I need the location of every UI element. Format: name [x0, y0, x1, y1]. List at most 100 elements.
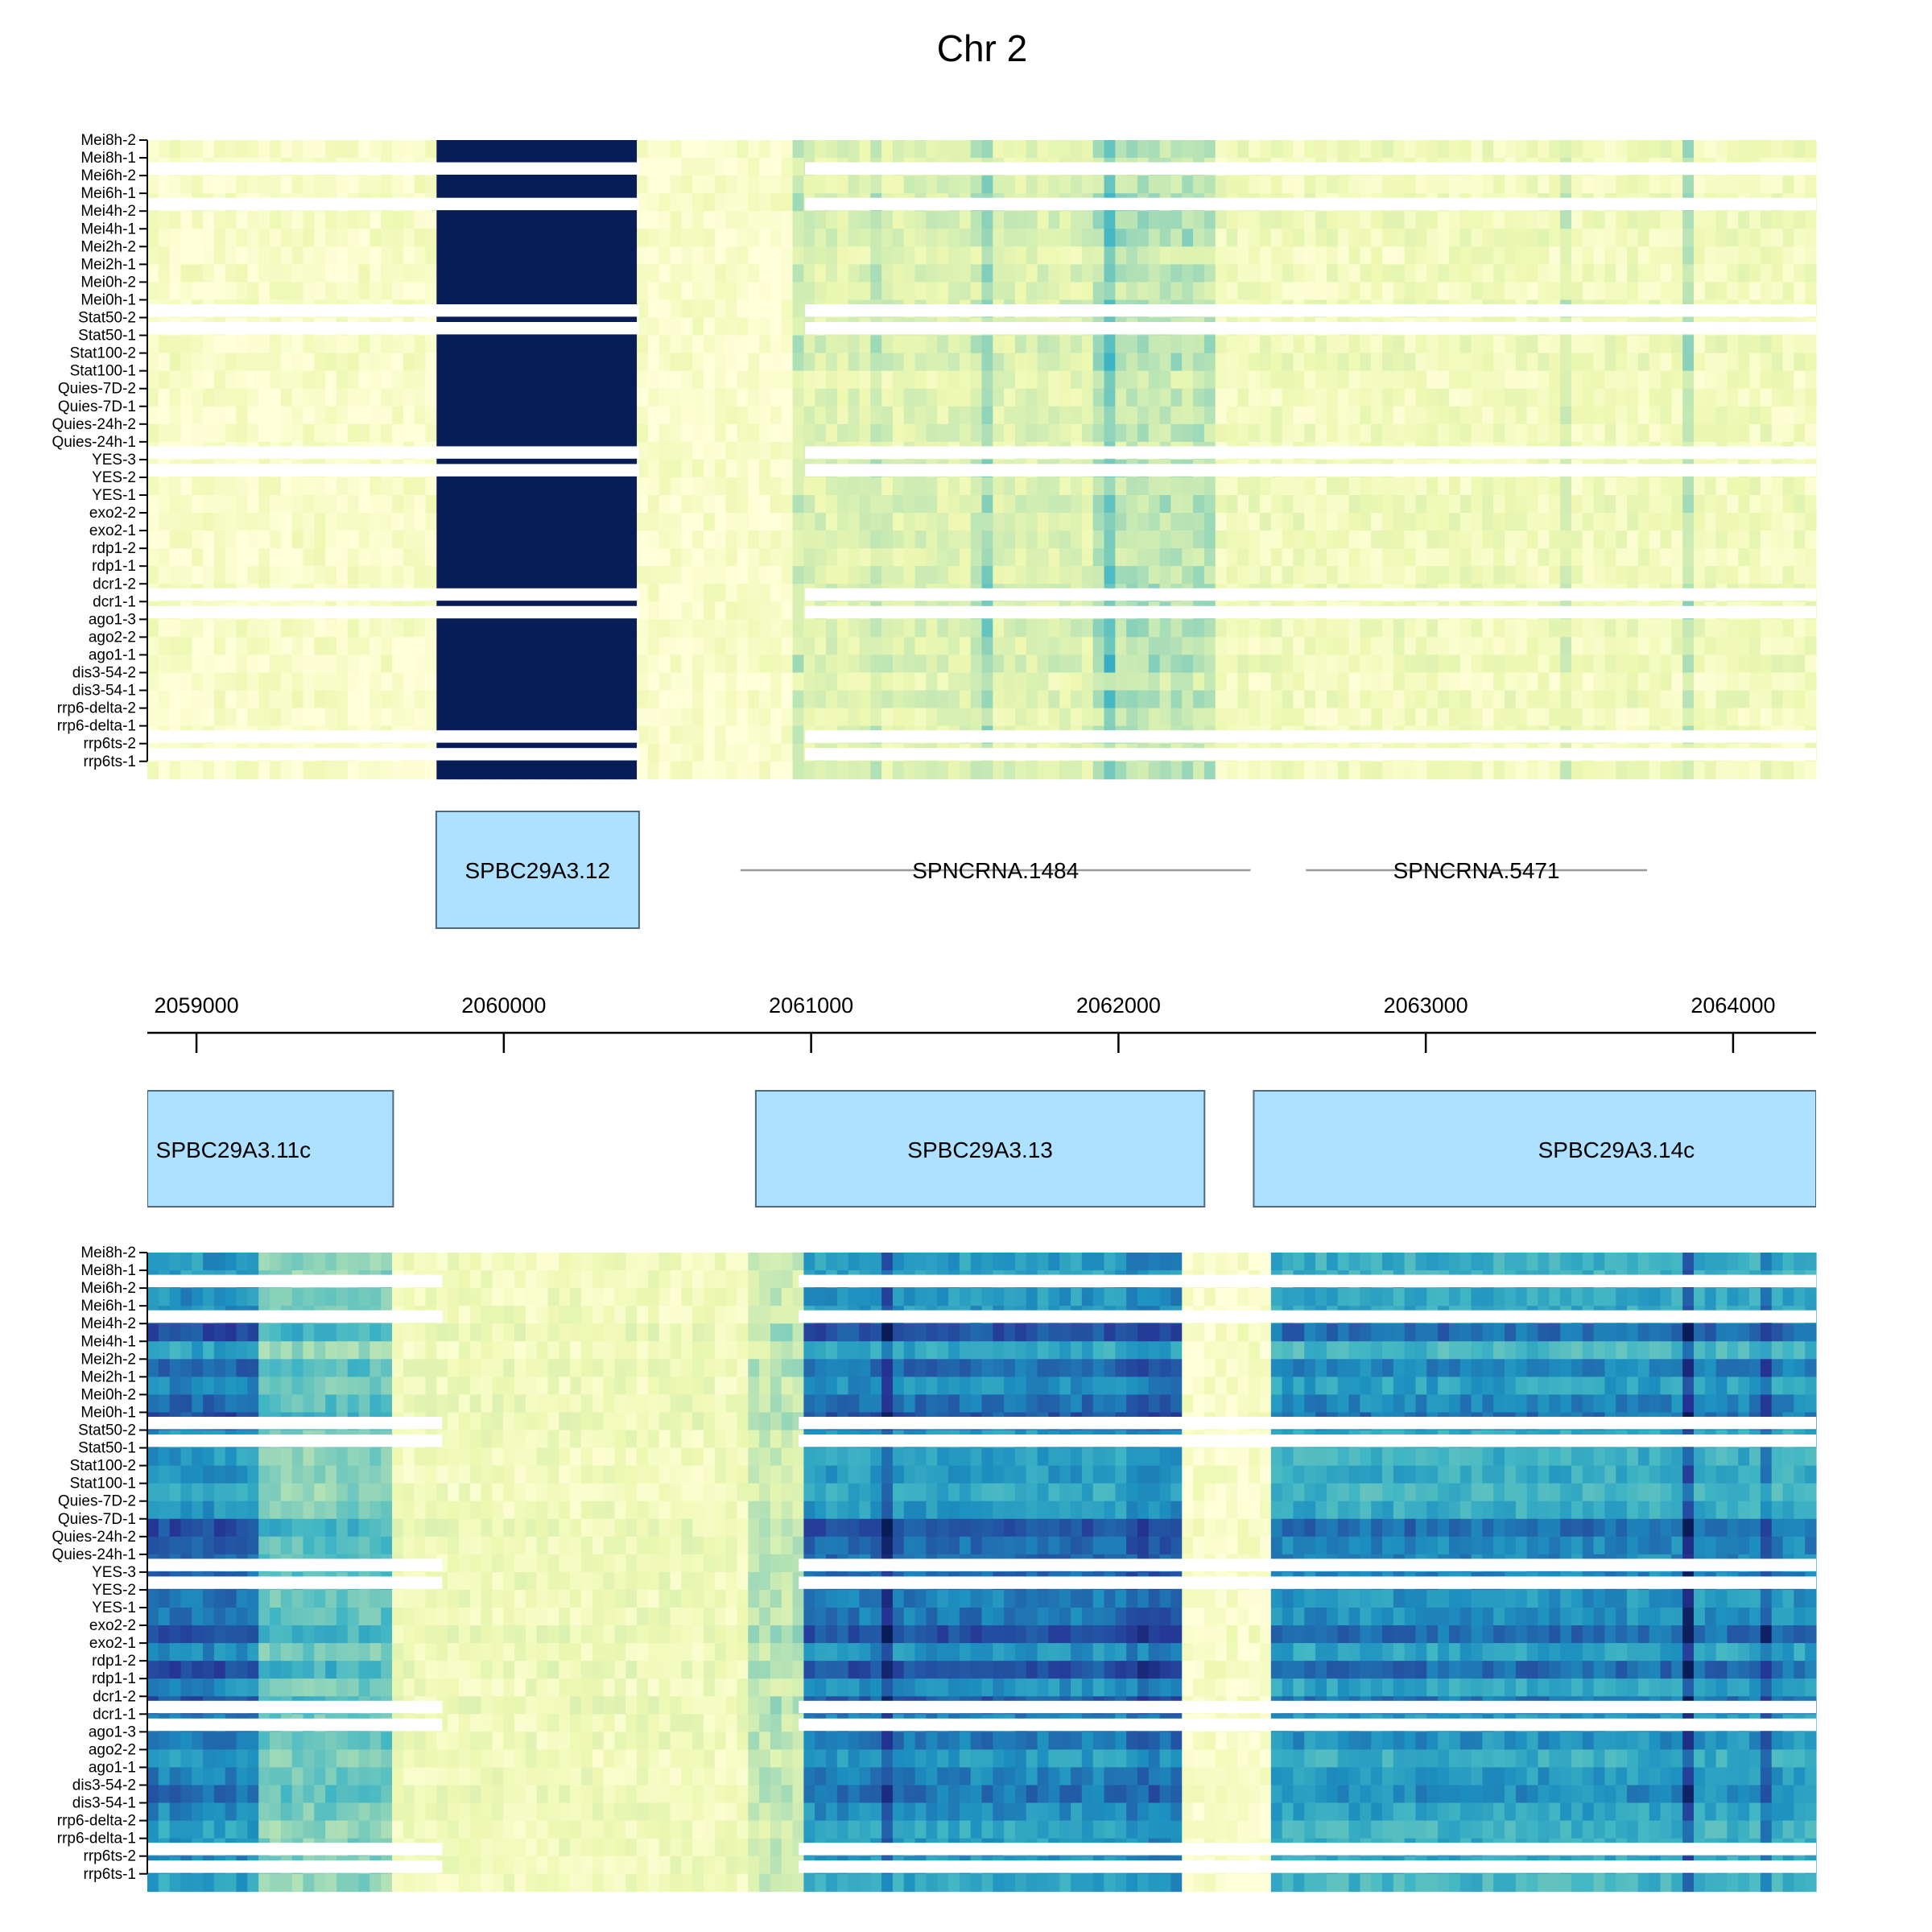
heatmap-cell — [1760, 708, 1773, 727]
heatmap-cell — [481, 370, 493, 390]
heatmap-cell — [1170, 264, 1183, 283]
heatmap-cell — [1738, 566, 1750, 584]
heatmap-cell — [859, 690, 871, 708]
heatmap-cell — [1081, 548, 1094, 567]
heatmap-cell — [859, 211, 871, 229]
heatmap-cell — [704, 211, 716, 229]
heatmap-cell — [1482, 229, 1494, 247]
heatmap-cell — [859, 246, 871, 265]
heatmap-cell — [681, 690, 693, 708]
heatmap-cell — [870, 211, 882, 229]
heatmap-cell — [169, 672, 182, 691]
heatmap-cell — [1092, 708, 1105, 727]
heatmap-cell — [270, 140, 282, 159]
heatmap-cell — [959, 211, 972, 229]
heatmap-cell — [770, 229, 782, 247]
heatmap-cell — [1071, 140, 1083, 159]
heatmap-cell — [658, 708, 671, 727]
heatmap-cell — [1715, 672, 1728, 691]
heatmap-cell — [1326, 388, 1339, 407]
heatmap-cell — [1704, 530, 1717, 549]
heatmap-cell — [448, 530, 460, 549]
heatmap-cell — [158, 211, 171, 229]
heatmap-cell — [770, 459, 782, 478]
heatmap-cell — [836, 637, 849, 655]
heatmap-cell — [1459, 282, 1472, 300]
heatmap-cell — [1237, 619, 1249, 638]
heatmap-cell — [1560, 637, 1572, 655]
heatmap-cell — [1727, 477, 1739, 496]
heatmap-cell — [1315, 423, 1327, 443]
heatmap-cell — [1092, 353, 1105, 372]
heatmap-cell — [448, 229, 460, 247]
heatmap-cell — [1026, 175, 1038, 194]
heatmap-cell — [1148, 335, 1161, 353]
heatmap-cell — [458, 370, 471, 390]
heatmap-cell — [547, 477, 559, 496]
heatmap-cell — [1304, 353, 1316, 372]
heatmap-cell — [637, 193, 649, 212]
heatmap-cell — [970, 229, 983, 247]
heatmap-cell — [1649, 175, 1662, 194]
heatmap-cell — [748, 282, 760, 300]
heatmap-cell — [536, 406, 549, 425]
heatmap-cell — [970, 530, 983, 549]
heatmap-cell — [1226, 690, 1238, 708]
heatmap-cell — [1805, 637, 1817, 655]
heatmap-cell — [1560, 388, 1572, 407]
heatmap-cell — [1348, 423, 1360, 443]
heatmap-cell — [425, 229, 437, 247]
heatmap-cell — [914, 548, 927, 567]
heatmap-cell — [681, 388, 693, 407]
heatmap-cell — [1159, 423, 1172, 443]
heatmap-cell — [1660, 690, 1672, 708]
heatmap-cell — [647, 637, 660, 655]
heatmap-cell — [213, 495, 226, 514]
heatmap-cell — [1682, 477, 1695, 496]
heatmap-cell — [1637, 513, 1650, 531]
heatmap-cell — [236, 495, 248, 514]
heatmap-cell — [225, 264, 237, 283]
heatmap-cell — [503, 370, 515, 390]
heatmap-cell — [1805, 477, 1817, 496]
heatmap-cell — [948, 690, 960, 708]
heatmap-cell — [592, 708, 605, 727]
heatmap-cell — [1081, 211, 1094, 229]
heatmap-cell — [458, 406, 471, 425]
heatmap-cell — [836, 566, 849, 584]
heatmap-cell — [381, 388, 393, 407]
heatmap-cell — [147, 335, 159, 353]
heatmap-cell — [714, 601, 727, 620]
heatmap-cell — [1126, 423, 1138, 443]
heatmap-cell — [1081, 264, 1094, 283]
heatmap-cell — [547, 530, 559, 549]
heatmap-cell — [1293, 246, 1305, 265]
heatmap-cell — [1682, 388, 1695, 407]
heatmap-cell — [1203, 246, 1216, 265]
heatmap-cell — [1037, 619, 1050, 638]
heatmap-cell — [1538, 246, 1550, 265]
heatmap-cell — [1237, 353, 1249, 372]
heatmap-cell — [147, 282, 159, 300]
heatmap-cell — [1304, 406, 1316, 425]
heatmap-cell — [792, 495, 804, 514]
heatmap-cell — [993, 530, 1005, 549]
heatmap-cell — [1459, 619, 1472, 638]
heatmap-cell — [481, 672, 493, 691]
heatmap-cell — [1794, 495, 1806, 514]
heatmap-cell — [1382, 353, 1394, 372]
heatmap-cell — [547, 140, 559, 159]
heatmap-cell — [1526, 530, 1539, 549]
heatmap-cell — [314, 513, 326, 531]
heatmap-cell — [1582, 708, 1595, 727]
heatmap-cell — [826, 477, 838, 496]
heatmap-cell — [1304, 672, 1316, 691]
heatmap-cell — [637, 708, 649, 727]
heatmap-cell — [392, 654, 404, 673]
heatmap-cell — [647, 530, 660, 549]
heatmap-cell — [1304, 175, 1316, 194]
heatmap-cell — [469, 211, 482, 229]
heatmap-cell — [425, 690, 437, 708]
heatmap-cell — [1604, 282, 1616, 300]
heatmap-cell — [203, 353, 215, 372]
